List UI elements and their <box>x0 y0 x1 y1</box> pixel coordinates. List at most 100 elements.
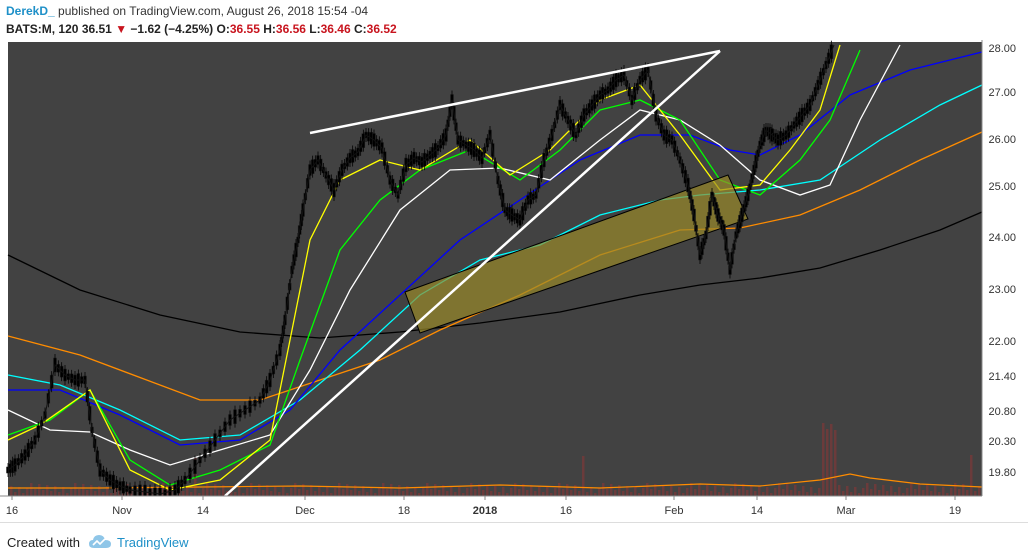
price-tick-label: 24.00 <box>988 232 1016 244</box>
price-chart[interactable]: 28.00 27.00 26.00 25.00 24.00 23.00 22.00 21.40… <box>0 40 1028 522</box>
volume-bar <box>950 488 953 496</box>
volume-bar <box>746 490 749 496</box>
volume-bar <box>74 483 77 496</box>
symbol-label[interactable]: BATS:M, 120 <box>6 22 79 36</box>
volume-bar <box>946 493 949 496</box>
volume-bar <box>758 486 761 496</box>
upper-trendline[interactable] <box>309 49 721 135</box>
volume-bar <box>834 430 837 496</box>
volume-bar <box>418 493 421 496</box>
last-price: 36.51 <box>81 22 112 36</box>
volume-bar <box>438 490 441 496</box>
time-tick-label: Mar <box>837 505 856 517</box>
volume-bar <box>566 484 569 496</box>
volume-bar <box>66 493 69 496</box>
time-tick-label: 18 <box>398 505 410 517</box>
volume-bar <box>494 486 497 496</box>
volume-bar <box>486 485 489 496</box>
volume-bar <box>430 489 433 496</box>
price-tick-label: 19.80 <box>988 467 1016 479</box>
volume-bar <box>310 485 313 496</box>
tradingview-brand-link[interactable]: TradingView <box>117 535 189 550</box>
volume-bar <box>654 484 657 496</box>
volume-bar <box>742 484 745 496</box>
volume-bar <box>42 490 45 496</box>
volume-bar <box>538 486 541 496</box>
volume-bar <box>762 492 765 496</box>
time-axis[interactable] <box>0 496 1028 522</box>
volume-bar <box>550 493 553 496</box>
volume-bar <box>802 486 805 496</box>
volume-bar <box>582 456 585 496</box>
volume-bar <box>586 492 589 496</box>
volume-bar <box>978 486 981 496</box>
candles <box>6 40 835 504</box>
volume-bar <box>858 493 861 496</box>
ema-line <box>7 44 901 466</box>
time-tick-label: 16 <box>6 505 18 517</box>
volume-bar <box>390 484 393 496</box>
volume-bar <box>850 492 853 496</box>
volume-bar <box>434 484 437 496</box>
volume-bar <box>866 483 869 496</box>
volume-bar <box>594 493 597 496</box>
rising-trendline[interactable] <box>224 50 721 497</box>
volume-bar <box>442 485 445 496</box>
volume-bar <box>906 488 909 496</box>
volume-bar <box>510 488 513 496</box>
volume-bar <box>302 484 305 496</box>
volume-bar <box>10 486 13 496</box>
volume-bar <box>602 483 605 496</box>
author-link[interactable]: DerekD_ <box>6 4 55 18</box>
volume-bar <box>398 485 401 496</box>
volume-bar <box>650 489 653 496</box>
chart-area[interactable]: 28.00 27.00 26.00 25.00 24.00 23.00 22.00 21.40… <box>0 40 1028 522</box>
volume-bar <box>350 490 353 496</box>
volume-bar <box>794 485 797 496</box>
volume-bar <box>610 484 613 496</box>
time-tick-label: Nov <box>112 505 132 517</box>
footer: Created with TradingView <box>0 522 1028 560</box>
volume-bar <box>78 489 81 496</box>
volume-bar <box>26 488 29 496</box>
volume-bar <box>562 489 565 496</box>
volume-bar <box>686 488 689 496</box>
time-tick-label: Feb <box>665 505 684 517</box>
volume-bar <box>574 485 577 496</box>
volume-bar <box>954 483 957 496</box>
volume-bar <box>842 491 845 496</box>
volume-bar <box>798 491 801 496</box>
volume-bar <box>242 493 245 496</box>
volume-bar <box>970 455 973 496</box>
volume-bar <box>146 492 149 496</box>
volume-bar <box>426 483 429 496</box>
volume-bar <box>54 486 57 496</box>
volume-bar <box>786 484 789 496</box>
price-tick-label: 27.00 <box>988 87 1016 99</box>
channel-rectangle[interactable] <box>404 174 749 334</box>
price-change: −1.62 (−4.25%) <box>130 22 214 36</box>
tradingview-cloud-icon[interactable] <box>88 534 112 550</box>
volume-bar <box>634 487 637 496</box>
volume-bar <box>942 487 945 496</box>
ema-line <box>8 51 983 446</box>
volume-bar <box>722 487 725 496</box>
volume-bar <box>210 489 213 496</box>
volume-bar <box>702 490 705 496</box>
volume-bar <box>614 490 617 496</box>
volume-bar <box>82 484 85 496</box>
time-tick-label: 2018 <box>473 505 497 517</box>
price-tick-label: 26.00 <box>988 134 1016 146</box>
volume-bar <box>454 492 457 496</box>
volume-bar <box>958 489 961 496</box>
volume-bar <box>470 483 473 496</box>
price-axis[interactable] <box>982 40 1028 496</box>
volume-bar <box>838 485 841 496</box>
volume-bar <box>790 490 793 496</box>
volume-bar <box>514 483 517 496</box>
volume-bar <box>534 491 537 496</box>
volume-bar <box>682 493 685 496</box>
volume-bar <box>570 490 573 496</box>
time-tick-label: 14 <box>751 505 763 517</box>
volume-bar <box>882 485 885 496</box>
